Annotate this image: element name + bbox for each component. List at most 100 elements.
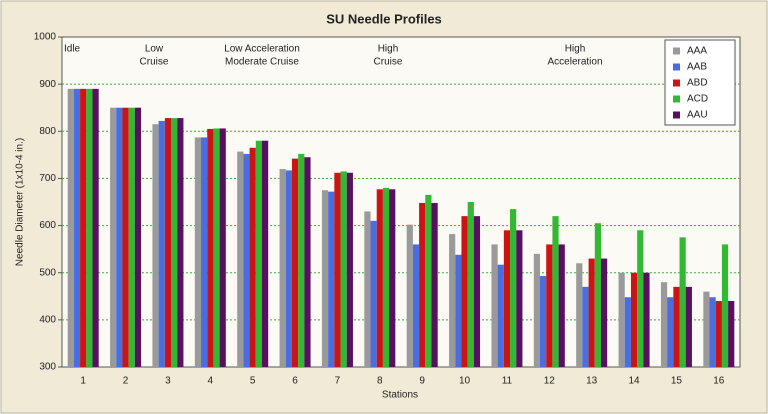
x-tick-label: 16: [713, 376, 725, 387]
bar: [128, 107, 135, 367]
annotation: Acceleration: [547, 57, 602, 68]
bar: [92, 88, 99, 367]
x-axis-label: Stations: [382, 390, 418, 401]
bar: [588, 258, 595, 367]
bar: [709, 297, 716, 367]
bar: [328, 191, 335, 367]
y-tick-label: 500: [39, 267, 56, 278]
annotation: High: [565, 44, 586, 55]
x-tick-label: 2: [123, 376, 129, 387]
bar: [618, 272, 625, 367]
bar: [503, 230, 511, 367]
bar: [243, 153, 250, 367]
bar: [660, 282, 668, 367]
bar: [412, 244, 420, 367]
annotation: Low: [145, 44, 164, 55]
bar: [419, 202, 426, 367]
bar: [171, 118, 178, 367]
bar: [516, 230, 523, 367]
bar: [194, 137, 202, 367]
annotation: Low Acceleration: [224, 44, 300, 55]
bar: [643, 272, 650, 367]
bar: [389, 189, 396, 367]
x-tick-label: 5: [250, 376, 256, 387]
bar: [461, 216, 468, 367]
bar: [703, 291, 710, 367]
bar: [213, 128, 220, 367]
x-tick-label: 6: [292, 376, 298, 387]
legend-swatch: [673, 47, 680, 55]
bar: [540, 276, 547, 367]
bar: [467, 202, 474, 367]
legend-label: ACD: [687, 94, 708, 105]
x-tick-label: 11: [502, 376, 513, 387]
bar: [431, 202, 438, 367]
bar: [600, 258, 608, 367]
x-tick-label: 12: [544, 376, 556, 387]
bar: [685, 286, 692, 367]
y-axis-label: Needle Diameter (1x10-4 in.): [15, 138, 26, 266]
bar: [624, 297, 631, 367]
bar: [291, 158, 299, 367]
bar: [219, 128, 226, 367]
y-tick-label: 600: [39, 220, 56, 231]
bar: [533, 253, 541, 367]
legend-label: ABD: [687, 78, 708, 89]
y-tick-label: 800: [39, 126, 56, 137]
bar: [382, 187, 390, 367]
bar: [237, 151, 244, 367]
bar: [667, 297, 674, 367]
bar: [298, 153, 305, 367]
bar: [425, 194, 432, 367]
legend-swatch: [673, 63, 680, 71]
y-tick-label: 400: [39, 314, 56, 325]
bar: [285, 170, 292, 367]
bar: [73, 88, 81, 367]
x-tick-label: 14: [629, 376, 641, 387]
x-tick-label: 9: [419, 376, 425, 387]
legend-swatch: [673, 95, 680, 103]
y-tick-label: 1000: [34, 32, 57, 43]
bar: [510, 209, 517, 367]
bar: [321, 190, 329, 367]
legend-swatch: [673, 79, 680, 87]
annotation: Moderate Cruise: [225, 57, 299, 68]
bar: [67, 88, 74, 367]
bar: [249, 147, 256, 367]
bar: [346, 172, 353, 367]
bar: [630, 272, 638, 367]
annotation: Cruise: [374, 57, 403, 68]
y-tick-label: 300: [39, 362, 56, 373]
annotation: High: [378, 44, 399, 55]
bar: [134, 107, 142, 367]
x-tick-label: 13: [586, 376, 598, 387]
bar: [279, 169, 286, 367]
bar: [207, 128, 214, 367]
bar: [558, 244, 565, 367]
bar: [637, 230, 644, 367]
bar: [376, 189, 383, 367]
bar: [552, 216, 559, 367]
x-tick-label: 3: [165, 376, 171, 387]
bar: [449, 234, 456, 367]
bar: [116, 107, 123, 367]
bar: [261, 140, 269, 367]
bar: [473, 216, 481, 367]
annotation: Idle: [64, 44, 81, 55]
bar: [334, 172, 341, 367]
bar: [255, 140, 262, 367]
bar: [721, 244, 729, 367]
bar: [406, 224, 413, 367]
bar: [455, 254, 462, 367]
bar: [497, 264, 504, 367]
bar: [715, 301, 722, 367]
bar: [370, 220, 377, 367]
bar: [164, 118, 172, 367]
y-tick-label: 700: [39, 173, 56, 184]
bar: [340, 171, 347, 367]
x-tick-label: 15: [671, 376, 683, 387]
bar: [364, 211, 371, 367]
bar: [80, 88, 87, 367]
legend-label: AAB: [687, 62, 707, 73]
